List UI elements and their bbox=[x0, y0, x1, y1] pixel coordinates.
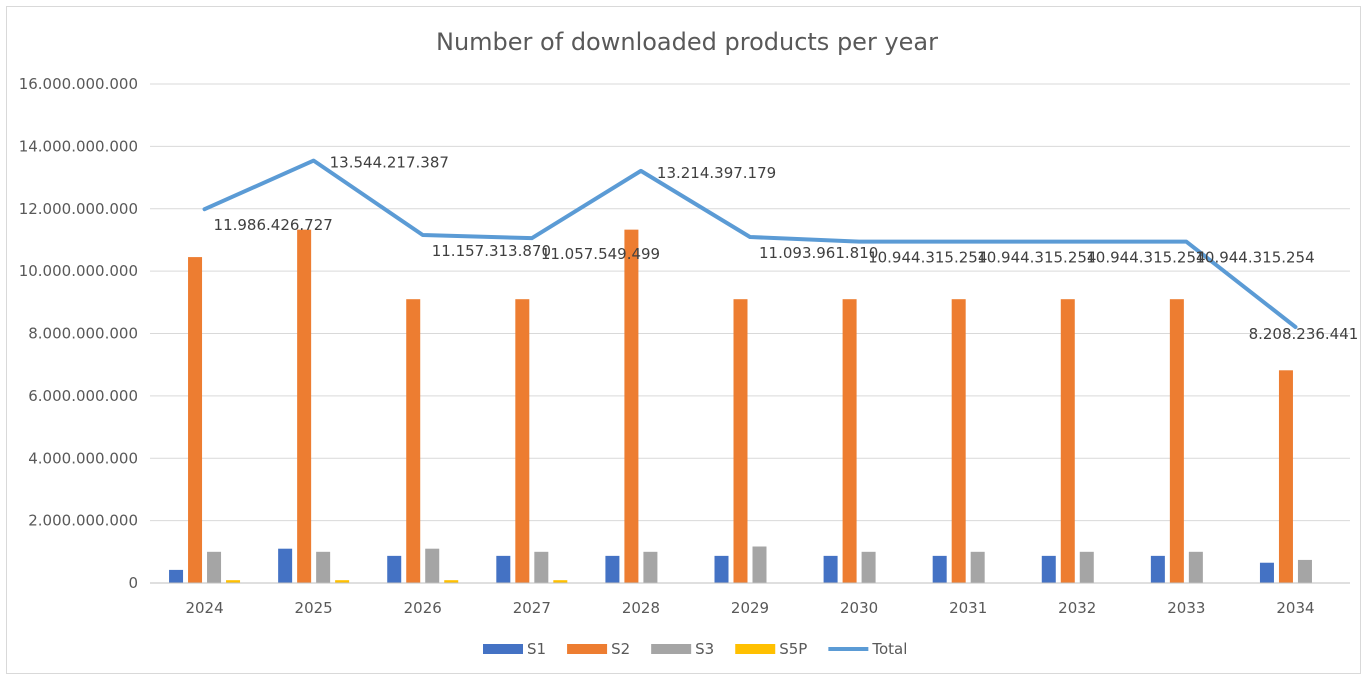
x-tick-label: 2030 bbox=[840, 599, 878, 617]
bar-s3-2026 bbox=[425, 548, 440, 583]
x-tick-label: 2025 bbox=[295, 599, 333, 617]
data-label-total: 11.157.313.870 bbox=[432, 242, 551, 260]
bar-s1-2032 bbox=[1041, 555, 1056, 583]
legend-label: S3 bbox=[695, 640, 714, 658]
bar-s3-2034 bbox=[1297, 559, 1312, 583]
x-tick-label: 2027 bbox=[513, 599, 551, 617]
y-tick-label: 8.000.000.000 bbox=[28, 325, 138, 343]
chart-area bbox=[6, 6, 1361, 674]
bar-s2-2024 bbox=[188, 257, 203, 583]
bar-s3-2032 bbox=[1079, 551, 1094, 583]
chart-title: Number of downloaded products per year bbox=[436, 28, 938, 56]
y-tick-label: 6.000.000.000 bbox=[28, 387, 138, 405]
y-tick-label: 0 bbox=[128, 574, 138, 592]
bars bbox=[169, 229, 1312, 583]
bar-s1-2026 bbox=[387, 555, 402, 583]
legend-swatch bbox=[567, 644, 608, 654]
x-tick-label: 2032 bbox=[1058, 599, 1096, 617]
bar-s5p-2024 bbox=[226, 580, 241, 583]
legend-item-s3: S3 bbox=[651, 640, 714, 658]
bar-s3-2030 bbox=[861, 551, 876, 583]
y-tick-label: 4.000.000.000 bbox=[28, 449, 138, 467]
bar-s5p-2025 bbox=[335, 580, 350, 583]
y-tick-label: 10.000.000.000 bbox=[19, 262, 138, 280]
bar-s2-2026 bbox=[406, 299, 421, 583]
x-tick-label: 2031 bbox=[949, 599, 987, 617]
legend-item-s2: S2 bbox=[567, 640, 630, 658]
x-tick-label: 2026 bbox=[404, 599, 442, 617]
legend-swatch bbox=[483, 644, 523, 654]
gridlines bbox=[150, 83, 1350, 522]
y-axis-tick-labels: 0 2.000.000.000 4.000.000.000 6.000.000.000… bbox=[19, 75, 138, 592]
bar-s1-2030 bbox=[823, 555, 838, 583]
legend-label: Total bbox=[871, 640, 907, 658]
bar-s2-2027 bbox=[515, 299, 530, 583]
legend-swatch bbox=[651, 644, 692, 654]
x-axis-tick-labels: 2024 2025 2026 2027 2028 2029 2030 2031 2032 2033… bbox=[185, 599, 1314, 617]
x-tick-label: 2028 bbox=[622, 599, 660, 617]
data-label-total: 11.986.426.727 bbox=[214, 216, 333, 234]
data-label-total: 10.944.315.254 bbox=[1086, 249, 1205, 267]
bar-s3-2024 bbox=[207, 551, 222, 583]
bar-s2-2028 bbox=[624, 229, 639, 583]
bar-s3-2033 bbox=[1188, 551, 1203, 583]
legend-swatch bbox=[735, 644, 776, 654]
data-label-total: 10.944.315.254 bbox=[977, 249, 1096, 267]
bar-s1-2025 bbox=[278, 548, 293, 583]
total-line bbox=[202, 158, 1298, 330]
bar-s3-2025 bbox=[316, 551, 331, 583]
y-tick-label: 2.000.000.000 bbox=[28, 512, 138, 530]
legend-item-s1: S1 bbox=[483, 640, 546, 658]
bar-s2-2033 bbox=[1169, 299, 1184, 583]
legend-label: S5P bbox=[779, 640, 807, 658]
x-tick-label: 2029 bbox=[731, 599, 769, 617]
legend-label: S2 bbox=[611, 640, 630, 658]
legend-item-s5p: S5P bbox=[735, 640, 807, 658]
bar-s2-2031 bbox=[951, 299, 966, 583]
total-data-labels: 11.986.426.727 13.544.217.387 11.157.313.8… bbox=[214, 154, 1359, 343]
bar-s3-2028 bbox=[643, 551, 658, 583]
bar-s1-2028 bbox=[605, 555, 620, 583]
bar-s2-2034 bbox=[1278, 370, 1293, 583]
bar-s1-2033 bbox=[1150, 555, 1165, 583]
bar-s2-2029 bbox=[733, 299, 748, 583]
series-line-total bbox=[202, 158, 1298, 330]
bar-s1-2027 bbox=[496, 555, 511, 583]
y-tick-label: 16.000.000.000 bbox=[19, 75, 138, 93]
bar-s3-2029 bbox=[752, 546, 767, 583]
bar-s1-2029 bbox=[714, 555, 729, 583]
data-label-total: 10.944.315.254 bbox=[868, 249, 987, 267]
x-tick-label: 2033 bbox=[1167, 599, 1205, 617]
bar-s1-2024 bbox=[169, 569, 184, 583]
bar-s2-2032 bbox=[1060, 299, 1075, 583]
data-label-total: 13.214.397.179 bbox=[657, 164, 776, 182]
data-label-total: 10.944.315.254 bbox=[1195, 249, 1314, 267]
bar-s5p-2026 bbox=[444, 580, 459, 583]
legend-label: S1 bbox=[527, 640, 546, 658]
data-label-total: 11.093.961.810 bbox=[759, 244, 878, 262]
bar-s1-2034 bbox=[1259, 562, 1274, 583]
legend-item-total: Total bbox=[828, 640, 907, 658]
legend: S1 S2 S3 S5P Total bbox=[483, 640, 907, 658]
bar-s3-2027 bbox=[534, 551, 549, 583]
y-tick-label: 14.000.000.000 bbox=[19, 137, 138, 155]
x-tick-label: 2034 bbox=[1276, 599, 1314, 617]
y-tick-label: 12.000.000.000 bbox=[19, 200, 138, 218]
bar-s2-2025 bbox=[297, 229, 312, 583]
bar-s5p-2027 bbox=[553, 580, 568, 583]
bar-s3-2031 bbox=[970, 551, 985, 583]
bar-s2-2030 bbox=[842, 299, 857, 583]
bar-s1-2031 bbox=[932, 555, 947, 583]
data-label-total: 11.057.549.499 bbox=[541, 245, 660, 263]
data-label-total: 13.544.217.387 bbox=[330, 154, 449, 172]
data-label-total: 8.208.236.441 bbox=[1249, 325, 1359, 343]
x-tick-label: 2024 bbox=[185, 599, 223, 617]
